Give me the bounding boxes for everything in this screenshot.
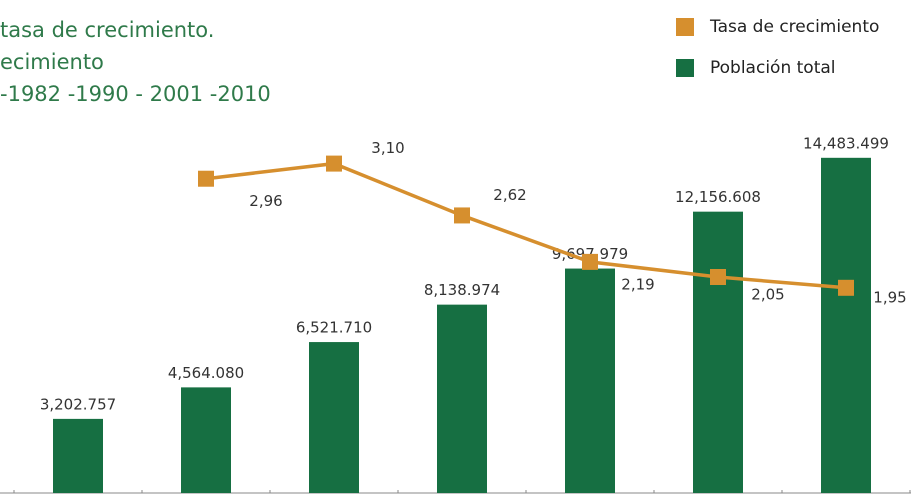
chart-title: ecimiento bbox=[0, 50, 104, 74]
bar bbox=[181, 387, 231, 493]
line bbox=[205, 161, 847, 290]
line-marker bbox=[710, 269, 726, 285]
value-label: 2,19 bbox=[621, 275, 654, 293]
line-marker bbox=[838, 279, 854, 296]
line-marker bbox=[582, 253, 598, 270]
line-marker bbox=[198, 170, 214, 187]
value-label: 8,138.974 bbox=[424, 281, 500, 299]
bar bbox=[437, 304, 487, 493]
line-marker bbox=[326, 155, 342, 172]
legend-label: Población total bbox=[710, 58, 836, 78]
legend-label: Tasa de crecimiento bbox=[709, 17, 879, 37]
value-label: 4,564.080 bbox=[168, 364, 244, 382]
value-label: 3,10 bbox=[371, 139, 404, 157]
value-label: 14,483.499 bbox=[803, 134, 889, 152]
chart-title: tasa de crecimiento. bbox=[0, 18, 214, 42]
value-label: 3,202.757 bbox=[40, 395, 116, 413]
line-marker bbox=[454, 207, 470, 224]
legend-swatch bbox=[676, 59, 694, 77]
value-label: 1,95 bbox=[873, 288, 906, 306]
chart-title: -1982 -1990 - 2001 -2010 bbox=[0, 82, 271, 106]
bar bbox=[693, 211, 743, 493]
value-label: 2,96 bbox=[249, 192, 282, 210]
bar bbox=[565, 268, 615, 493]
value-label: 6,521.710 bbox=[296, 319, 372, 337]
value-label: 2,62 bbox=[493, 186, 526, 204]
legend-swatch bbox=[676, 18, 694, 36]
bar bbox=[53, 418, 103, 493]
bar bbox=[309, 342, 359, 493]
value-label: 12,156.608 bbox=[675, 188, 761, 206]
bar bbox=[821, 157, 871, 493]
value-label: 2,05 bbox=[751, 286, 784, 304]
